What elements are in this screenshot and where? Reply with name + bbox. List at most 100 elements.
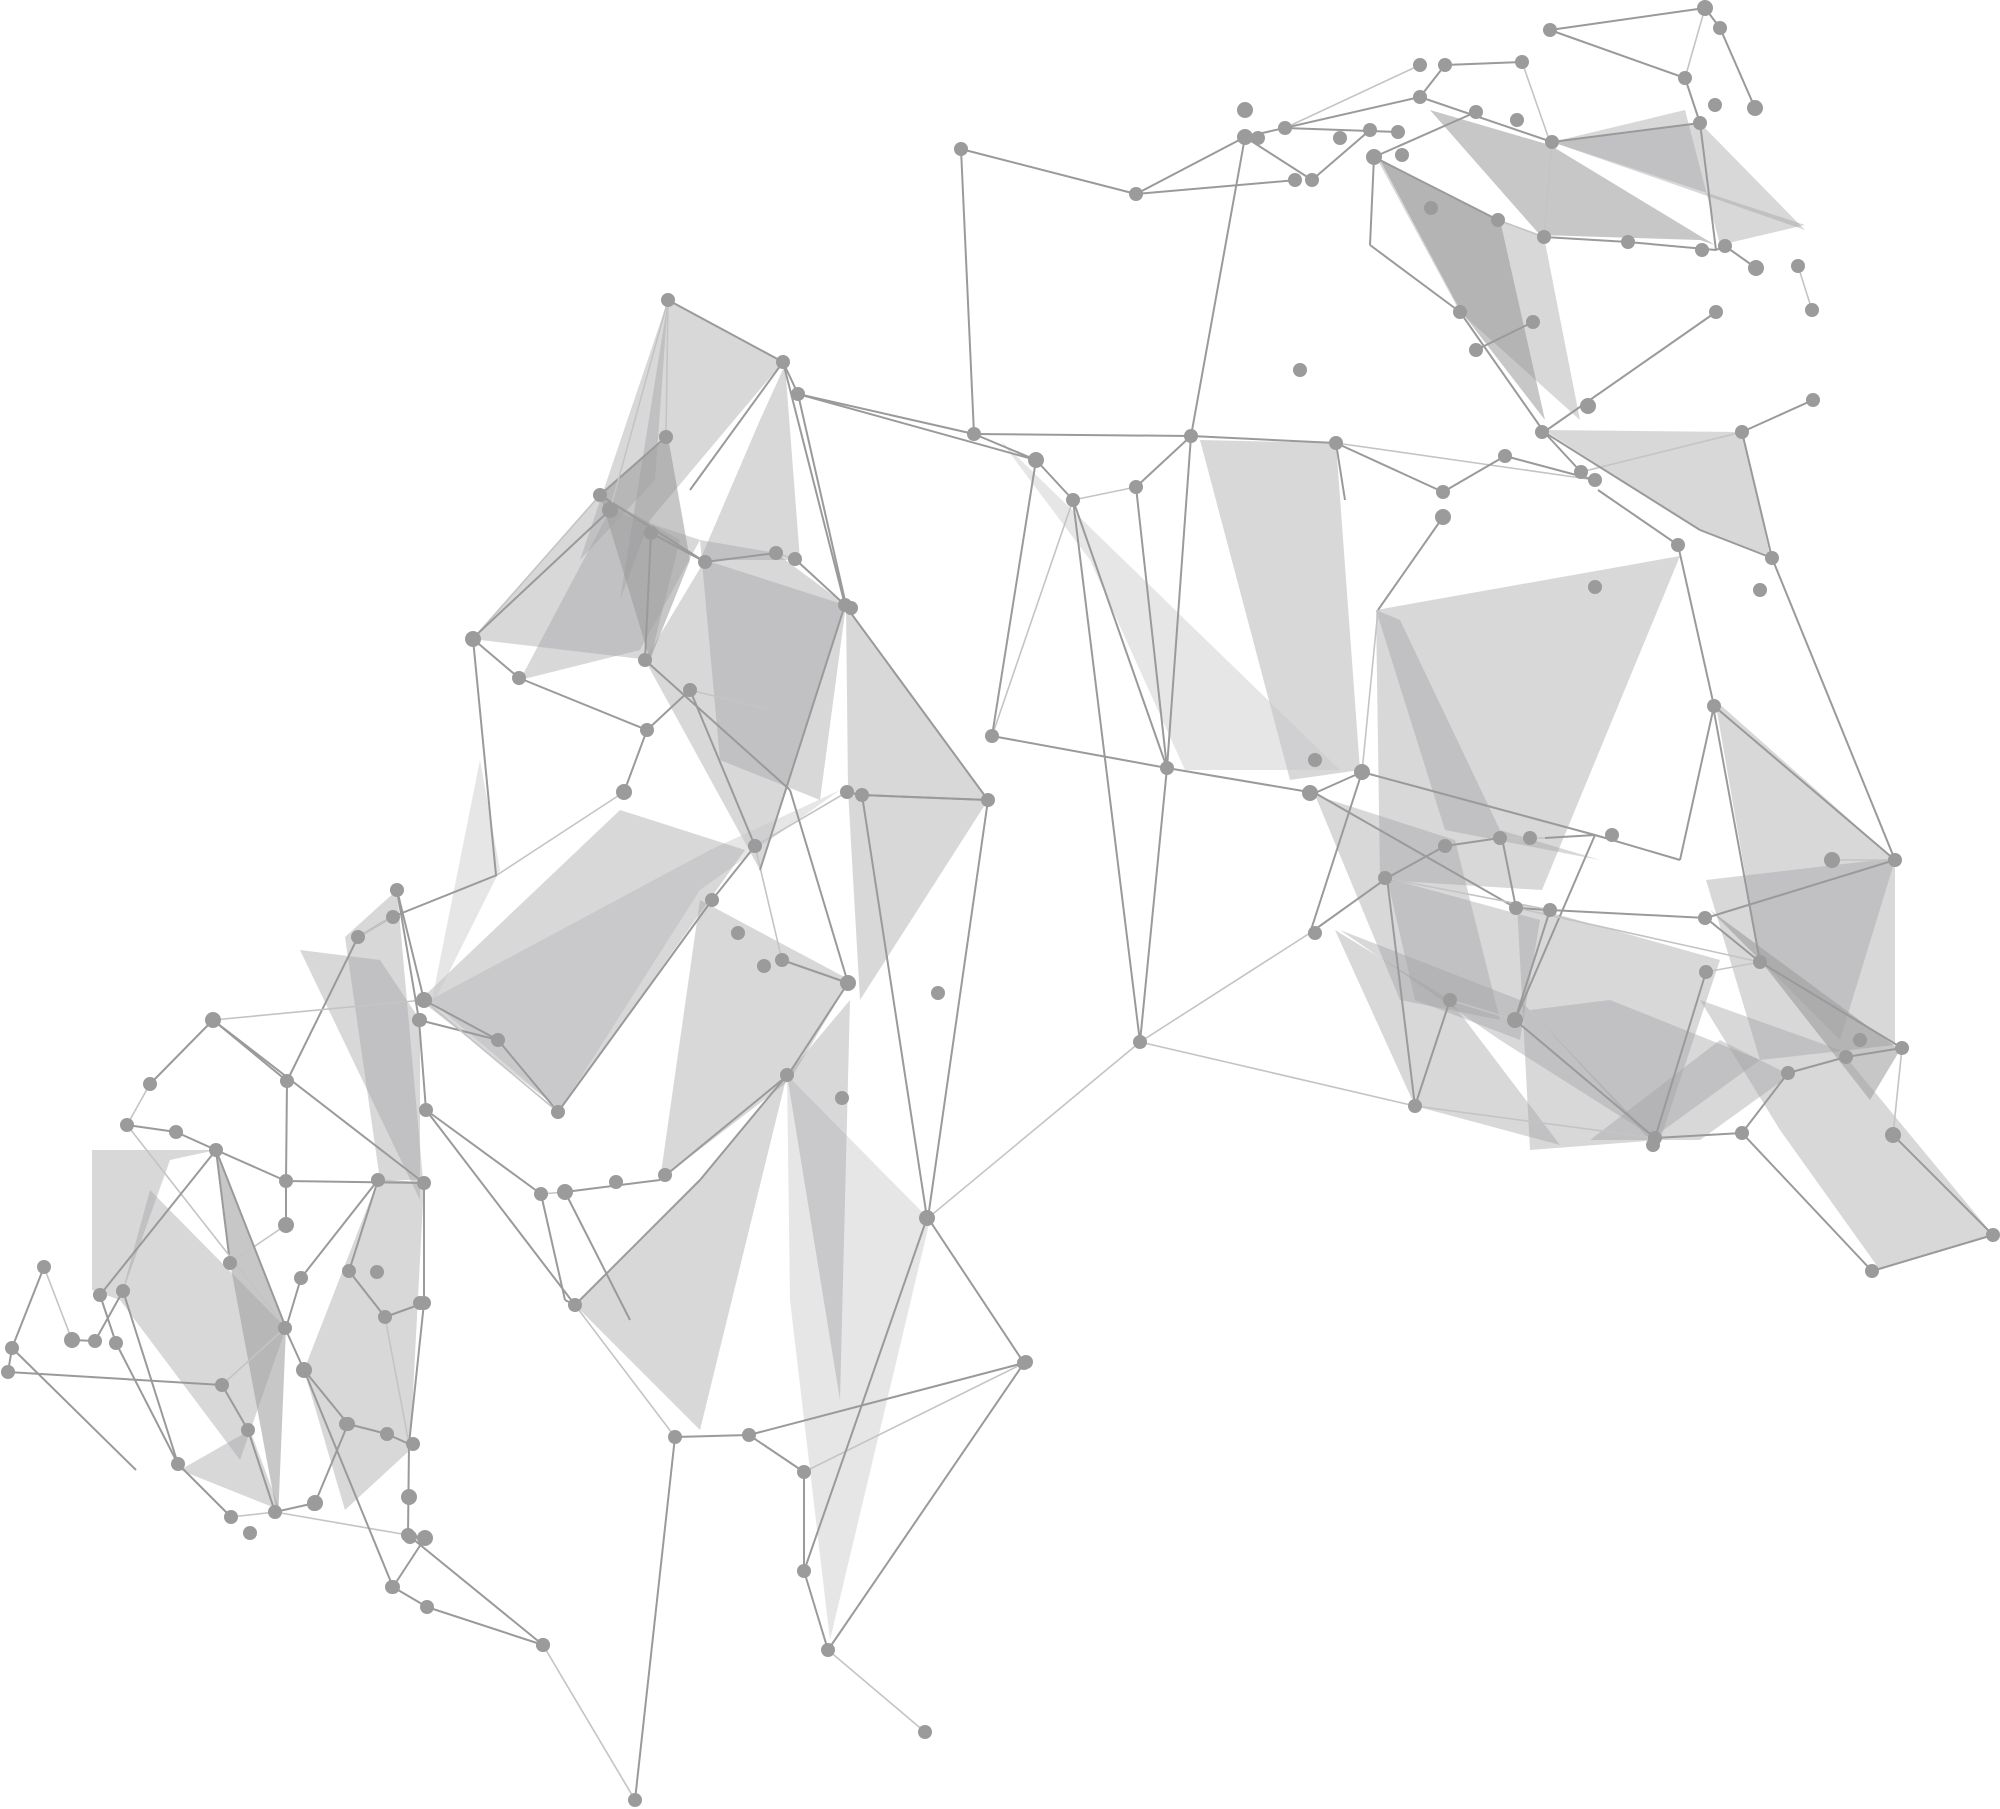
network-edge <box>247 1429 276 1513</box>
network-edge <box>659 1074 789 1181</box>
network-polygon <box>1430 110 1715 245</box>
network-edge <box>1369 156 1375 246</box>
network-node <box>638 653 652 667</box>
network-edge <box>973 433 1037 461</box>
network-node <box>1438 58 1452 72</box>
network-node <box>413 1013 427 1027</box>
network-edge <box>794 558 846 606</box>
network-node <box>1735 425 1749 439</box>
network-polygon <box>645 560 845 870</box>
network-edge <box>1135 136 1246 195</box>
network-edge <box>861 794 928 1219</box>
network-edge <box>1335 442 1346 501</box>
network-edge <box>1459 311 1545 433</box>
network-edge <box>396 889 420 1021</box>
network-node <box>1865 1264 1879 1278</box>
network-edge <box>115 1342 179 1465</box>
network-edge <box>646 689 691 731</box>
network-node <box>1765 551 1779 565</box>
network-node <box>1543 23 1557 37</box>
network-node <box>981 793 995 807</box>
network-node <box>1510 113 1524 127</box>
network-edge <box>797 393 975 435</box>
network-edge <box>542 1644 636 1801</box>
network-edge <box>1419 96 1553 143</box>
network-node <box>1574 465 1588 479</box>
network-node <box>1605 828 1619 842</box>
network-node <box>1302 785 1318 801</box>
network-edge <box>396 889 425 1001</box>
network-node <box>215 1378 229 1392</box>
network-node <box>1507 1012 1523 1028</box>
network-edge <box>1719 27 1756 109</box>
network-edge <box>644 659 791 791</box>
network-node <box>616 784 632 800</box>
network-node <box>1413 90 1427 104</box>
network-edge <box>1551 122 1701 143</box>
network-edge <box>122 1290 179 1465</box>
network-edge <box>212 999 425 1021</box>
network-node <box>1160 761 1174 775</box>
network-node <box>419 1103 433 1117</box>
network-edge <box>1699 122 1717 251</box>
network-node <box>1646 1138 1660 1152</box>
network-node <box>403 1530 417 1544</box>
network-edge <box>1135 179 1298 195</box>
network-edge <box>1072 499 1141 1043</box>
network-edge <box>704 552 777 563</box>
network-edge <box>1309 877 1388 934</box>
network-node <box>342 1264 356 1278</box>
network-edge <box>689 689 771 711</box>
network-node <box>406 1437 420 1451</box>
network-edge <box>1139 932 1311 1043</box>
network-node <box>705 893 719 907</box>
network-node <box>1469 343 1483 357</box>
network-node <box>278 1321 292 1335</box>
network-edge <box>1311 129 1371 181</box>
network-node <box>1305 173 1319 187</box>
network-node <box>1308 753 1322 767</box>
network-node <box>390 883 404 897</box>
network-node <box>420 1600 434 1614</box>
network-node <box>380 1427 394 1441</box>
network-node <box>1237 129 1253 145</box>
network-node <box>371 1173 385 1187</box>
network-node <box>788 552 802 566</box>
network-node <box>1129 187 1143 201</box>
network-node <box>1413 58 1427 72</box>
network-edge <box>99 1294 117 1344</box>
network-node <box>640 723 654 737</box>
network-node <box>351 930 365 944</box>
network-edge <box>1244 96 1421 138</box>
network-edge <box>285 1080 288 1182</box>
network-edge <box>1549 909 1707 919</box>
network-edge <box>827 1649 926 1733</box>
network-node <box>417 1176 431 1190</box>
network-node <box>1424 201 1438 215</box>
network-edge <box>797 393 1037 461</box>
network-node <box>536 1638 550 1652</box>
network-node <box>1435 509 1451 525</box>
network-edge <box>1712 705 1761 963</box>
network-edge <box>748 1434 805 1473</box>
network-edge <box>1369 244 1461 313</box>
network-edge <box>1501 837 1517 909</box>
network-node <box>1329 436 1343 450</box>
network-node <box>919 1210 935 1226</box>
network-node <box>1251 131 1265 145</box>
network-node <box>109 1336 123 1350</box>
network-edge <box>215 1149 287 1329</box>
network-edge <box>303 1369 349 1425</box>
network-node <box>1885 1127 1901 1143</box>
network-node <box>931 986 945 1000</box>
network-polygon <box>1376 610 1600 860</box>
network-node <box>985 729 999 743</box>
network-edge <box>1072 486 1137 501</box>
network-edge <box>497 1039 559 1113</box>
network-node <box>1806 393 1820 407</box>
network-edge <box>827 1362 1025 1651</box>
network-edge <box>1414 999 1451 1107</box>
network-polygon <box>700 540 846 800</box>
network-node <box>1133 1035 1147 1049</box>
